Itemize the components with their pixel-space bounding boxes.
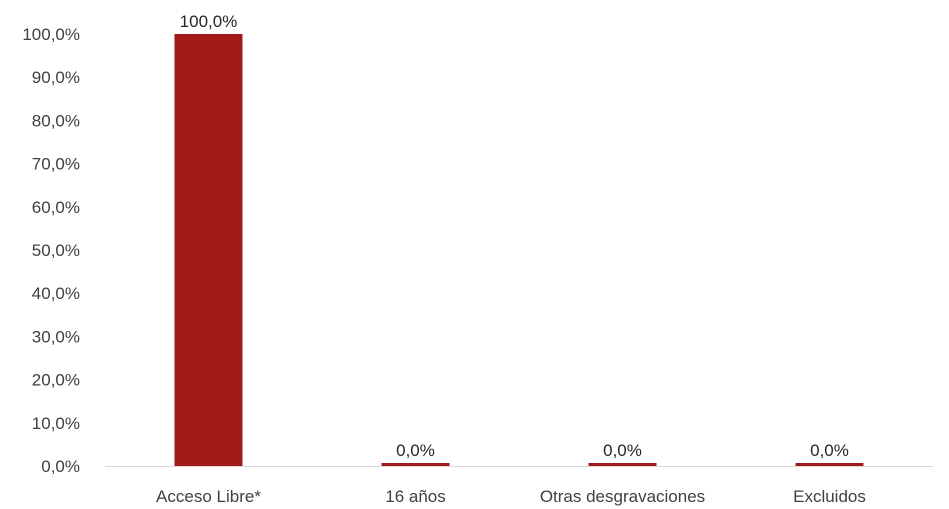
data-label: 0,0% xyxy=(810,441,849,460)
y-tick-label: 10,0% xyxy=(32,414,80,433)
data-labels: 100,0% 0,0% 0,0% 0,0% xyxy=(180,12,849,460)
data-label: 100,0% xyxy=(180,12,238,31)
y-tick-label: 80,0% xyxy=(32,111,80,130)
x-category-label: Excluidos xyxy=(793,487,866,506)
y-tick-label: 30,0% xyxy=(32,327,80,346)
y-tick-label: 0,0% xyxy=(41,457,80,476)
x-axis: Acceso Libre* 16 años Otras desgravaciones… xyxy=(105,466,933,506)
data-label: 0,0% xyxy=(396,441,435,460)
bar xyxy=(174,34,243,466)
y-tick-label: 90,0% xyxy=(32,68,80,87)
y-axis: 0,0% 10,0% 20,0% 30,0% 40,0% 50,0% 60,0% 70,0% 8… xyxy=(22,25,80,476)
y-tick-label: 70,0% xyxy=(32,155,80,174)
bars xyxy=(174,34,864,466)
x-category-label: Acceso Libre* xyxy=(156,487,261,506)
y-tick-label: 50,0% xyxy=(32,241,80,260)
data-label: 0,0% xyxy=(603,441,642,460)
bar xyxy=(588,463,657,466)
y-tick-label: 20,0% xyxy=(32,371,80,390)
y-tick-label: 60,0% xyxy=(32,198,80,217)
x-category-label: 16 años xyxy=(385,487,446,506)
bar xyxy=(381,463,450,466)
bar xyxy=(795,463,864,466)
y-tick-label: 40,0% xyxy=(32,284,80,303)
x-category-label: Otras desgravaciones xyxy=(540,487,705,506)
y-tick-label: 100,0% xyxy=(22,25,80,44)
